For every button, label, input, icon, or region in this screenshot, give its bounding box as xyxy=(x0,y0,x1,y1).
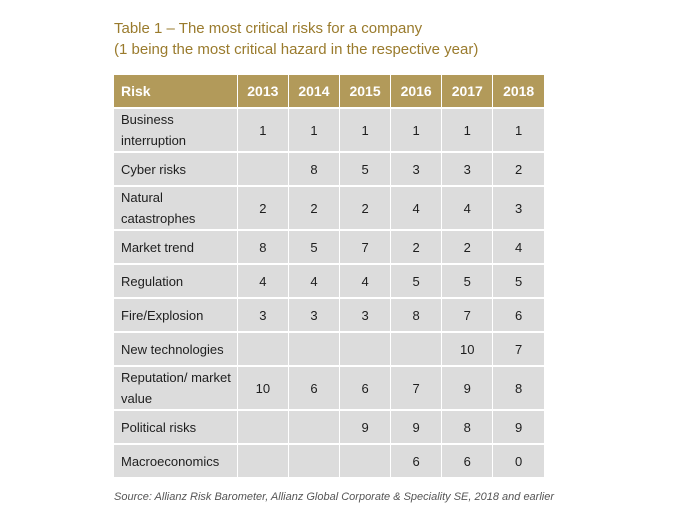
rank-cell: 0 xyxy=(492,444,544,479)
rank-cell: 8 xyxy=(288,152,341,187)
rank-cell xyxy=(237,332,289,367)
table-caption: Table 1 – The most critical risks for a … xyxy=(114,18,478,60)
caption-title: Table 1 – The most critical risks for a … xyxy=(114,20,423,37)
risk-name-cell: Natural catastrophes xyxy=(114,186,238,231)
rank-cell: 4 xyxy=(288,264,341,299)
table-row: Regulation 4 4 4 5 5 5 xyxy=(114,264,544,299)
rank-cell: 3 xyxy=(390,152,443,187)
header-year-2015: 2015 xyxy=(339,75,392,109)
rank-cell: 9 xyxy=(390,410,443,445)
table-row: Reputation/ market value 10 6 6 7 9 8 xyxy=(114,366,544,411)
table-row: New technologies 10 7 xyxy=(114,332,544,367)
rank-cell xyxy=(288,332,341,367)
rank-cell: 1 xyxy=(237,108,289,153)
rank-cell: 7 xyxy=(441,298,494,333)
rank-cell: 7 xyxy=(492,332,544,367)
rank-cell: 7 xyxy=(339,230,392,265)
rank-cell xyxy=(288,444,341,479)
risk-name-cell: Fire/Explosion xyxy=(114,298,238,333)
rank-cell: 8 xyxy=(237,230,289,265)
rank-cell: 9 xyxy=(441,366,494,411)
risk-name-cell: Market trend xyxy=(114,230,238,265)
rank-cell: 5 xyxy=(441,264,494,299)
rank-cell: 5 xyxy=(390,264,443,299)
rank-cell: 4 xyxy=(339,264,392,299)
table-row: Fire/Explosion 3 3 3 8 7 6 xyxy=(114,298,544,333)
rank-cell: 4 xyxy=(492,230,544,265)
table-row: Business interruption 1 1 1 1 1 1 xyxy=(114,108,544,153)
rank-cell: 2 xyxy=(390,230,443,265)
rank-cell xyxy=(339,332,392,367)
risk-name-cell: Regulation xyxy=(114,264,238,299)
rank-cell: 4 xyxy=(390,186,443,231)
source-note: Source: Allianz Risk Barometer, Allianz … xyxy=(114,491,555,503)
table-row: Macroeconomics 6 6 0 xyxy=(114,444,544,479)
rank-cell: 6 xyxy=(390,444,443,479)
rank-cell: 9 xyxy=(492,410,544,445)
rank-cell: 8 xyxy=(441,410,494,445)
rank-cell: 6 xyxy=(492,298,544,333)
header-risk: Risk xyxy=(114,75,238,109)
rank-cell: 5 xyxy=(288,230,341,265)
table-body: Business interruption 1 1 1 1 1 1 Cyber risks 8 5… xyxy=(114,108,544,479)
rank-cell: 3 xyxy=(339,298,392,333)
rank-cell xyxy=(339,444,392,479)
table-row: Market trend 8 5 7 2 2 4 xyxy=(114,230,544,265)
table-header-row: Risk 2013 2014 2015 2016 2017 2018 xyxy=(114,75,544,109)
header-year-2014: 2014 xyxy=(288,75,341,109)
rank-cell: 10 xyxy=(441,332,494,367)
rank-cell: 2 xyxy=(492,152,544,187)
rank-cell xyxy=(237,152,289,187)
rank-cell: 1 xyxy=(492,108,544,153)
rank-cell xyxy=(237,444,289,479)
rank-cell: 5 xyxy=(339,152,392,187)
rank-cell xyxy=(237,410,289,445)
rank-cell: 2 xyxy=(339,186,392,231)
rank-cell: 8 xyxy=(492,366,544,411)
rank-cell: 6 xyxy=(288,366,341,411)
rank-cell: 1 xyxy=(390,108,443,153)
table-row: Cyber risks 8 5 3 3 2 xyxy=(114,152,544,187)
risk-name-cell: Macroeconomics xyxy=(114,444,238,479)
rank-cell: 3 xyxy=(237,298,289,333)
rank-cell: 1 xyxy=(339,108,392,153)
rank-cell: 5 xyxy=(492,264,544,299)
rank-cell xyxy=(288,410,341,445)
rank-cell: 8 xyxy=(390,298,443,333)
rank-cell: 3 xyxy=(288,298,341,333)
rank-cell: 3 xyxy=(492,186,544,231)
table-row: Natural catastrophes 2 2 2 4 4 3 xyxy=(114,186,544,231)
rank-cell: 4 xyxy=(441,186,494,231)
rank-cell: 6 xyxy=(441,444,494,479)
header-year-2013: 2013 xyxy=(237,75,289,109)
rank-cell: 4 xyxy=(237,264,289,299)
rank-cell xyxy=(390,332,443,367)
rank-cell: 2 xyxy=(288,186,341,231)
rank-cell: 2 xyxy=(237,186,289,231)
rank-cell: 10 xyxy=(237,366,289,411)
rank-cell: 2 xyxy=(441,230,494,265)
header-year-2016: 2016 xyxy=(390,75,443,109)
risk-name-cell: Reputation/ market value xyxy=(114,366,238,411)
risk-name-cell: Business interruption xyxy=(114,108,238,153)
risk-table: Risk 2013 2014 2015 2016 2017 2018 Busin… xyxy=(114,75,544,479)
rank-cell: 6 xyxy=(339,366,392,411)
header-year-2017: 2017 xyxy=(441,75,494,109)
rank-cell: 9 xyxy=(339,410,392,445)
rank-cell: 1 xyxy=(288,108,341,153)
rank-cell: 7 xyxy=(390,366,443,411)
table-row: Political risks 9 9 8 9 xyxy=(114,410,544,445)
risk-name-cell: Cyber risks xyxy=(114,152,238,187)
header-year-2018: 2018 xyxy=(492,75,544,109)
caption-subtitle: (1 being the most critical hazard in the… xyxy=(114,41,479,58)
risk-name-cell: New technologies xyxy=(114,332,238,367)
rank-cell: 3 xyxy=(441,152,494,187)
rank-cell: 1 xyxy=(441,108,494,153)
risk-name-cell: Political risks xyxy=(114,410,238,445)
